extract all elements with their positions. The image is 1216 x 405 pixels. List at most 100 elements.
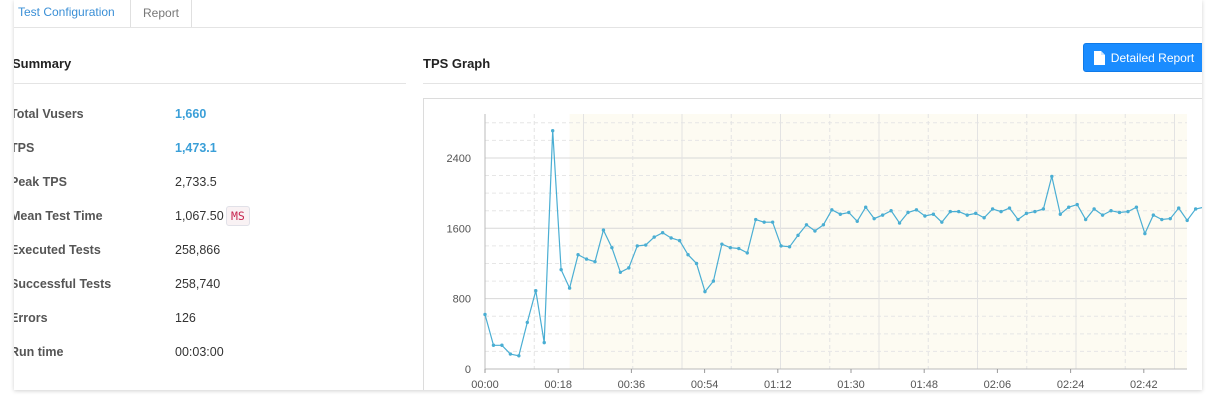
tps-point [1016,217,1020,222]
tps-point [948,209,952,214]
tps-point [889,209,893,213]
tps-point [686,252,690,257]
tps-point [931,212,936,216]
tps-point [576,252,580,257]
summary-row-value[interactable]: 1,660 [175,107,207,121]
y-tick-label: 2400 [447,153,471,165]
tps-point [745,251,749,255]
summary-row-label: Run time [14,345,64,359]
tps-point [1075,202,1079,207]
tps-point [728,245,733,250]
tps-point [1083,217,1088,222]
tps-point [779,244,783,248]
summary-row-value: 2,733.5 [175,175,217,189]
tps-point [525,320,529,325]
tps-point [677,238,682,243]
tps-point [990,207,995,211]
tab-report[interactable]: Report [130,0,192,28]
unit-badge: MS [226,206,250,226]
summary-row-value: 126 [175,311,196,325]
document-icon [1093,50,1105,65]
tps-chart-svg: 0 800 1600 2400 00:00 00:18 00:36 00:54 01:12 01:… [447,114,1202,390]
summary-row-value: 258,740 [175,277,221,291]
tab-test-configuration[interactable]: Test Configuration [18,5,115,19]
x-tick-label: 02:06 [984,379,1012,390]
tps-point [618,270,623,274]
tps-point [914,208,919,212]
x-tick-label: 01:12 [764,379,792,390]
tps-point [973,211,978,216]
tps-point [483,312,487,317]
tps-chart: 0 800 1600 2400 00:00 00:18 00:36 00:54 01:12 01:… [423,98,1202,390]
tps-point [821,223,826,227]
tps-point [1168,216,1172,221]
tps-point [1058,212,1062,216]
tps-point [1100,213,1105,217]
x-tick-label: 01:30 [837,379,865,390]
tps-point [923,214,927,218]
tps-point [1160,217,1164,222]
y-tick-label: 1600 [447,223,471,235]
summary-row-value[interactable]: 1,473.1 [175,141,217,155]
x-tick-label: 00:00 [471,379,499,390]
tps-point [880,213,885,217]
tps-point [813,229,817,233]
tps-point [1050,174,1054,179]
tps-point [830,208,834,212]
tps-point [762,220,766,224]
detailed-report-button[interactable]: Detailed Report [1083,43,1202,72]
tps-point [694,261,699,266]
tps-point [1067,205,1071,209]
tps-point [1177,206,1181,210]
tps-point [669,236,673,240]
tabs-divider [14,27,1202,28]
tps-graph-title: TPS Graph [423,56,491,71]
tps-point [601,228,606,232]
summary-row-label: TPS [14,141,35,155]
tps-point [804,223,809,227]
tps-point [508,352,513,356]
tps-point [1143,231,1147,236]
x-tick-label: 02:42 [1130,379,1158,390]
summary-title: Summary [14,56,72,71]
tps-point [1117,210,1122,215]
tps-point [737,246,741,251]
tps-point [787,245,792,249]
x-tick-label: 00:54 [691,379,719,390]
summary-row-label: Mean Test Time [14,209,103,223]
summary-row-value: 00:03:00 [175,345,224,359]
tps-point [500,343,504,347]
summary-row-label: Errors [14,311,48,325]
tps-series-line [484,130,1202,357]
tps-point [872,216,876,221]
tps-point [1134,205,1139,209]
x-tick-label: 00:18 [544,379,572,390]
summary-row-value: 258,866 [175,243,221,257]
tps-point [720,242,724,246]
summary-row-label: Peak TPS [14,175,67,189]
tps-point [635,244,639,248]
tps-divider [423,83,1202,84]
tps-point [1007,206,1012,210]
detailed-report-label: Detailed Report [1110,50,1195,65]
y-tick-label: 0 [465,364,471,376]
tps-point [770,220,775,224]
tps-point [906,210,910,215]
summary-row-label: Successful Tests [14,277,112,291]
tps-point [999,209,1003,214]
tps-point [593,260,597,264]
summary-row-value: 1,067.50 [175,209,224,223]
tps-point [897,221,902,225]
tps-point [864,205,868,209]
tps-point [517,354,521,358]
tps-point [1033,209,1037,214]
tps-point [703,289,707,294]
tps-point [627,266,631,270]
tps-point [1024,211,1029,216]
report-panel: Test Configuration Report Summary Total … [14,0,1202,390]
tps-point [838,212,843,216]
summary-divider [14,83,406,84]
tps-point [644,243,648,247]
tps-point [567,286,572,290]
tps-point [1041,207,1046,211]
